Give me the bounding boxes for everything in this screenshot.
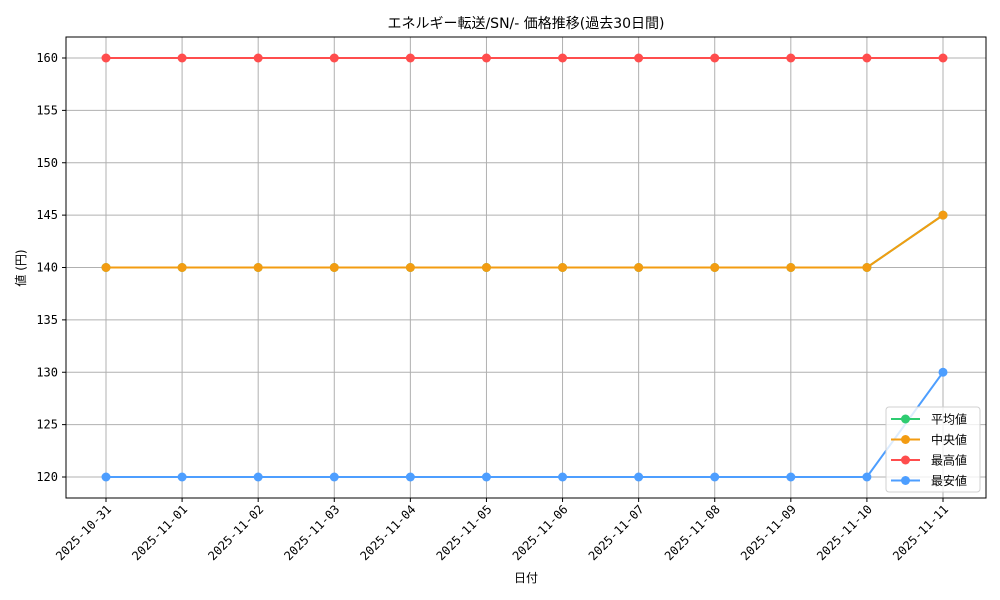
data-point (558, 263, 568, 272)
data-point (329, 53, 339, 63)
data-point (862, 53, 872, 63)
y-tick-label: 150 (36, 156, 58, 170)
chart-title: エネルギー転送/SN/- 価格推移(過去30日間) (387, 16, 664, 32)
data-point (938, 53, 948, 63)
series-line (106, 371, 944, 478)
x-tick-label: 2025-11-06 (510, 502, 571, 563)
data-point (710, 472, 720, 482)
x-tick-label: 2025-11-03 (281, 502, 342, 563)
legend-item: 中央値 (891, 432, 967, 447)
data-point (710, 53, 720, 63)
x-tick-label: 2025-11-09 (738, 502, 799, 563)
legend-marker-icon (901, 414, 910, 424)
series-line (106, 214, 944, 269)
data-point (329, 472, 339, 482)
legend-marker-icon (901, 476, 910, 485)
y-axis-label: 値 (円) (13, 249, 28, 286)
x-tick-label: 2025-11-02 (205, 502, 266, 563)
x-tick-label: 2025-11-10 (814, 502, 875, 563)
legend-label: 平均値 (931, 412, 967, 427)
data-point (177, 53, 187, 63)
series-line (106, 214, 944, 269)
legend-item: 最安値 (891, 473, 967, 488)
data-point (786, 53, 796, 63)
x-tick-label: 2025-11-05 (434, 502, 495, 563)
x-axis-ticks: 2025-10-31 2025-11-01 2025-11-02 2025-11-03… (53, 498, 951, 563)
x-tick-label: 2025-11-01 (129, 502, 190, 563)
x-tick-label: 2025-11-08 (662, 502, 723, 563)
data-point (253, 53, 263, 63)
data-point (405, 472, 415, 482)
legend-item: 最高値 (891, 453, 967, 468)
y-axis-ticks: 120 125 130 135 140 145 150 155 160 (36, 51, 66, 484)
data-point (634, 472, 644, 482)
x-tick-label: 2025-11-11 (890, 502, 951, 563)
y-tick-label: 145 (36, 208, 58, 222)
y-tick-label: 140 (36, 261, 58, 275)
data-point (405, 263, 415, 272)
data-point (405, 53, 415, 63)
y-tick-label: 155 (36, 103, 58, 117)
data-point (481, 263, 491, 272)
data-point (101, 263, 111, 272)
x-axis-label: 日付 (514, 571, 538, 585)
series-0 (101, 210, 948, 272)
legend-marker-icon (901, 455, 910, 465)
data-point (634, 263, 644, 272)
series-2 (101, 53, 948, 63)
legend-item: 平均値 (891, 412, 967, 427)
data-point (177, 472, 187, 482)
data-point (481, 53, 491, 63)
y-tick-label: 125 (36, 418, 58, 432)
data-point (938, 210, 948, 220)
data-point (558, 472, 568, 482)
data-point (786, 263, 796, 272)
data-point (101, 53, 111, 63)
data-point (710, 263, 720, 272)
y-tick-label: 130 (36, 365, 58, 379)
data-point (634, 53, 644, 63)
data-point (862, 263, 872, 272)
x-tick-label: 2025-11-04 (357, 502, 418, 563)
y-tick-label: 120 (36, 470, 58, 484)
legend-label: 最高値 (931, 453, 967, 468)
data-point (786, 472, 796, 482)
data-point (938, 367, 948, 377)
legend-label: 最安値 (931, 473, 967, 488)
x-tick-label: 2025-10-31 (53, 502, 114, 563)
data-point (253, 472, 263, 482)
series-1 (101, 210, 948, 272)
data-point (101, 472, 111, 482)
y-tick-label: 135 (36, 313, 58, 327)
legend-box (885, 406, 981, 493)
legend-marker-icon (901, 435, 910, 444)
data-point (329, 263, 339, 272)
data-point (481, 472, 491, 482)
data-point (862, 472, 872, 482)
x-tick-label: 2025-11-07 (586, 502, 647, 563)
series-lines (101, 53, 948, 482)
data-point (253, 263, 263, 272)
data-point (558, 53, 568, 63)
series-3 (101, 367, 948, 482)
data-point (177, 263, 187, 272)
legend-label: 中央値 (931, 432, 967, 447)
y-tick-label: 160 (36, 51, 58, 65)
